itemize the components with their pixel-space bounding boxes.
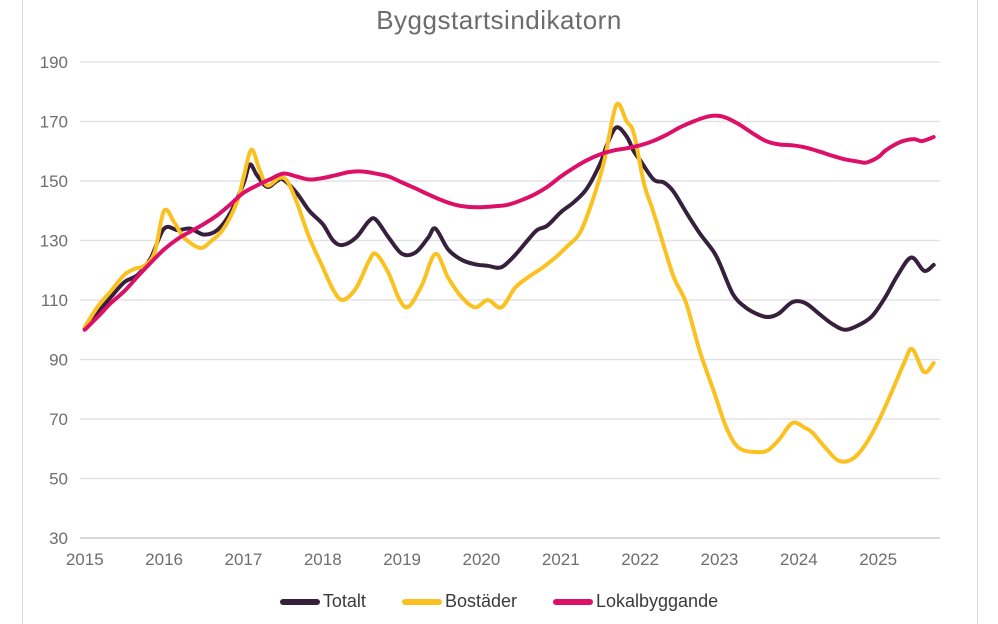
- x-tick-label: 2021: [542, 550, 580, 569]
- legend-item-bostader: Bostäder: [401, 591, 517, 612]
- x-axis-ticks: 2015 2016 2017 2018 2019 2020 2021 2022 2023 2024…: [66, 550, 897, 569]
- legend-item-totalt: Totalt: [279, 591, 366, 612]
- x-tick-label: 2022: [621, 550, 659, 569]
- gridlines: [80, 61, 940, 539]
- x-tick-label: 2023: [701, 550, 739, 569]
- chart-legend: Totalt Bostäder Lokalbyggande: [0, 591, 998, 612]
- legend-label-totalt: Totalt: [322, 591, 366, 611]
- legend-item-lokalbyggande: Lokalbyggande: [552, 591, 719, 612]
- y-axis-ticks: 190 170 150 130 110 90 70 50 30: [40, 53, 68, 548]
- legend-swatch-lokalbyggande: [552, 598, 593, 605]
- x-tick-label: 2024: [780, 550, 818, 569]
- legend-swatch-bostader: [401, 598, 442, 605]
- y-tick-label: 30: [49, 529, 68, 548]
- chart-title: Byggstartsindikatorn: [376, 5, 622, 35]
- legend-label-lokalbyggande: Lokalbyggande: [595, 591, 719, 611]
- series-line-lokalbyggande: [82, 113, 936, 332]
- y-tick-label: 110: [41, 291, 68, 310]
- x-tick-label: 2017: [225, 550, 263, 569]
- x-tick-label: 2020: [463, 550, 501, 569]
- y-tick-label: 190: [40, 53, 68, 72]
- x-tick-label: 2025: [859, 550, 897, 569]
- legend-swatch-totalt: [279, 598, 320, 605]
- y-tick-label: 150: [40, 172, 68, 191]
- y-tick-label: 170: [40, 113, 68, 132]
- y-tick-label: 70: [49, 410, 68, 429]
- x-tick-label: 2018: [304, 550, 342, 569]
- x-tick-label: 2016: [145, 550, 183, 569]
- legend-label-bostader: Bostäder: [444, 591, 517, 611]
- x-tick-label: 2019: [383, 550, 421, 569]
- y-tick-label: 130: [40, 232, 68, 251]
- series-line-bostäder: [82, 101, 936, 464]
- y-tick-label: 90: [49, 351, 68, 370]
- y-tick-label: 50: [49, 470, 68, 489]
- x-tick-label: 2015: [66, 550, 104, 569]
